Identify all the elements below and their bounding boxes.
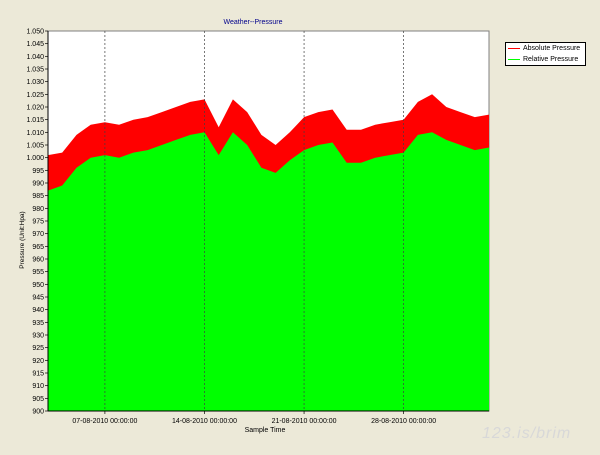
y-tick-label: 1.025 (26, 92, 44, 99)
y-tick-label: 1.030 (26, 79, 44, 86)
y-tick-label: 920 (32, 358, 44, 365)
y-tick-label: 1.015 (26, 117, 44, 124)
x-tick-label: 07-08-2010 00:00:00 (72, 418, 137, 425)
y-tick-label: 965 (32, 244, 44, 251)
y-tick-label: 905 (32, 396, 44, 403)
x-axis-label: Sample Time (245, 427, 286, 434)
y-tick-label: 1.035 (26, 67, 44, 74)
y-tick-label: 930 (32, 333, 44, 340)
x-tick-label: 28-08-2010 00:00:00 (371, 418, 436, 425)
y-tick-label: 925 (32, 345, 44, 352)
area-series-relative (48, 132, 489, 412)
y-tick-label: 1.050 (26, 29, 44, 36)
chart-legend: Absolute Pressure Relative Pressure (505, 42, 586, 66)
y-tick-label: 1.010 (26, 130, 44, 137)
x-tick-label: 14-08-2010 00:00:00 (172, 418, 237, 425)
y-tick-label: 915 (32, 371, 44, 378)
y-tick-label: 1.020 (26, 105, 44, 112)
y-tick-label: 960 (32, 257, 44, 264)
y-tick-label: 1.045 (26, 41, 44, 48)
chart-title: Weather--Pressure (223, 19, 282, 26)
y-tick-label: 985 (32, 193, 44, 200)
legend-swatch-red (508, 48, 520, 49)
legend-item-relative: Relative Pressure (506, 54, 585, 65)
y-tick-label: 1.005 (26, 143, 44, 150)
y-tick-label: 945 (32, 295, 44, 302)
y-tick-label: 910 (32, 383, 44, 390)
legend-label-relative: Relative Pressure (523, 56, 579, 63)
y-tick-label: 990 (32, 181, 44, 188)
y-axis-label: Pressure (Unit:Hpa) (19, 211, 26, 268)
y-tick-label: 935 (32, 320, 44, 327)
legend-label-absolute: Absolute Pressure (523, 45, 581, 52)
y-tick-label: 955 (32, 269, 44, 276)
y-tick-label: 970 (32, 231, 44, 238)
legend-item-absolute: Absolute Pressure (506, 43, 585, 54)
y-tick-label: 975 (32, 219, 44, 226)
y-tick-label: 995 (32, 168, 44, 175)
y-tick-label: 1.040 (26, 54, 44, 61)
y-tick-label: 1.000 (26, 155, 44, 162)
y-tick-label: 950 (32, 282, 44, 289)
watermark-text: 123.is/brim (482, 425, 572, 442)
y-tick-label: 980 (32, 206, 44, 213)
legend-swatch-green (508, 59, 520, 60)
y-tick-label: 940 (32, 307, 44, 314)
y-tick-label: 900 (32, 409, 44, 416)
x-tick-label: 21-08-2010 00:00:00 (272, 418, 337, 425)
